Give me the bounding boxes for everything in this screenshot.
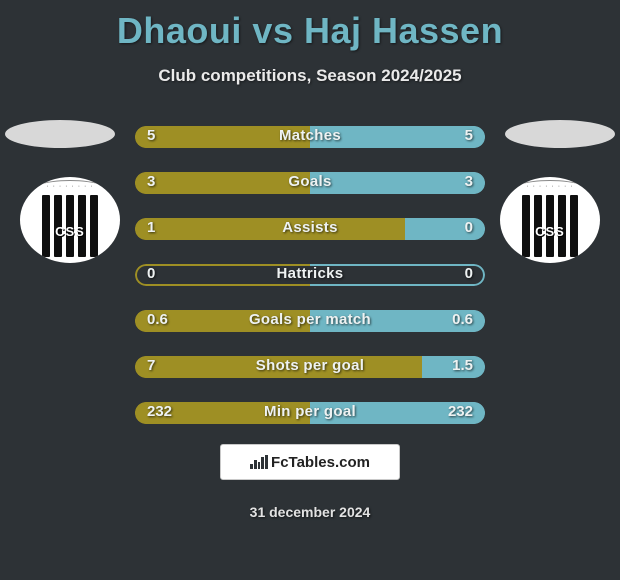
- player-right-club-badge: · · · · · · · · CSS: [500, 177, 600, 263]
- stat-label: Matches: [135, 127, 485, 144]
- player-right-silhouette-head: [505, 120, 615, 148]
- club-badge-initials: CSS: [500, 224, 600, 239]
- comparison-subtitle: Club competitions, Season 2024/2025: [0, 66, 620, 86]
- player-left-silhouette-head: [5, 120, 115, 148]
- stat-label: Hattricks: [135, 265, 485, 282]
- stat-label: Goals per match: [135, 311, 485, 328]
- source-logo: FcTables.com: [220, 444, 400, 480]
- stat-row: 0.60.6Goals per match: [135, 310, 485, 332]
- club-badge-arc-text: · · · · · · · ·: [23, 180, 117, 196]
- stat-row: 71.5Shots per goal: [135, 356, 485, 378]
- bar-chart-icon: [250, 455, 268, 469]
- stat-row: 55Matches: [135, 126, 485, 148]
- stat-row: 33Goals: [135, 172, 485, 194]
- report-date: 31 december 2024: [0, 504, 620, 520]
- stat-row: 232232Min per goal: [135, 402, 485, 424]
- player-left-club-badge: · · · · · · · · CSS: [20, 177, 120, 263]
- stat-row: 10Assists: [135, 218, 485, 240]
- club-badge-arc-text: · · · · · · · ·: [503, 180, 597, 196]
- stat-label: Goals: [135, 173, 485, 190]
- stat-label: Assists: [135, 219, 485, 236]
- stat-label: Shots per goal: [135, 357, 485, 374]
- club-badge-initials: CSS: [20, 224, 120, 239]
- comparison-bars: 55Matches 33Goals 10Assists 00Hattricks 0.60…: [135, 126, 485, 448]
- stat-label: Min per goal: [135, 403, 485, 420]
- comparison-title: Dhaoui vs Haj Hassen: [0, 0, 620, 52]
- stat-row: 00Hattricks: [135, 264, 485, 286]
- source-site-name: FcTables.com: [271, 454, 370, 471]
